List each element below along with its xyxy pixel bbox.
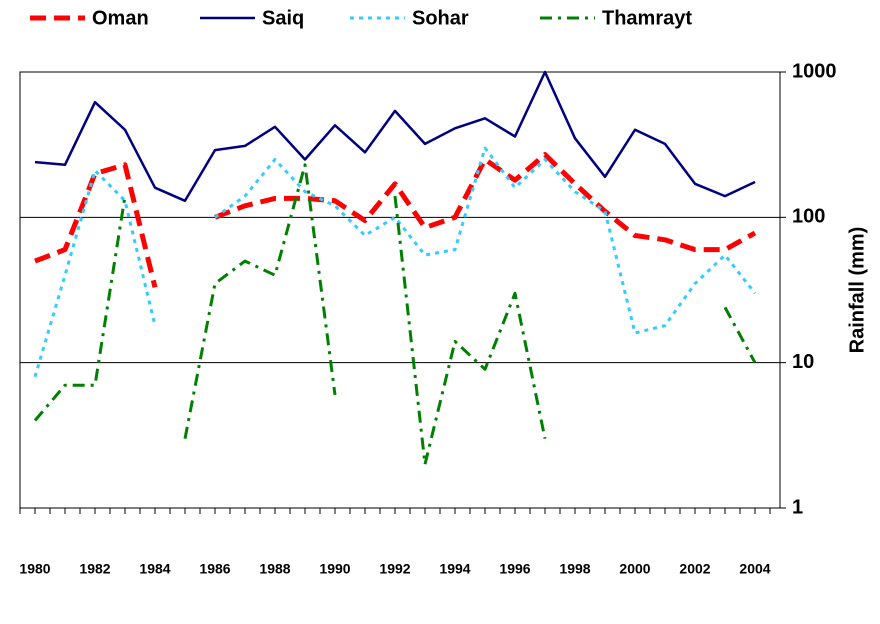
series-line [33, 163, 757, 466]
series-line [33, 146, 757, 378]
x-tick-label: 2002 [679, 561, 710, 577]
y-tick-label: 1000 [792, 60, 837, 82]
x-tick-label: 1996 [499, 561, 530, 577]
x-tick-label: 1990 [319, 561, 350, 577]
x-tick-label: 1984 [139, 561, 170, 577]
x-tick-label: 1980 [19, 561, 50, 577]
y-tick-label: 1 [792, 496, 803, 518]
x-tick-label: 1994 [439, 561, 470, 577]
x-tick-label: 1986 [199, 561, 230, 577]
x-tick-label: 2000 [619, 561, 650, 577]
x-tick-label: 1982 [79, 561, 110, 577]
y-tick-label: 10 [792, 351, 814, 373]
y-tick-label: 100 [792, 206, 825, 228]
y-axis-label: Rainfall (mm) [846, 227, 868, 354]
legend-label: Sohar [412, 7, 469, 29]
legend-label: Thamrayt [602, 7, 692, 29]
series-line [34, 152, 757, 288]
x-tick-label: 1998 [559, 561, 590, 577]
x-tick-label: 2004 [739, 561, 770, 577]
x-tick-label: 1988 [259, 561, 290, 577]
series-line [34, 70, 756, 203]
legend-label: Oman [92, 7, 149, 29]
legend-label: Saiq [262, 7, 304, 29]
x-tick-label: 1992 [379, 561, 410, 577]
legend: Oman Saiq Sohar Thamrayt [30, 7, 692, 29]
plot-frame [19, 71, 781, 509]
